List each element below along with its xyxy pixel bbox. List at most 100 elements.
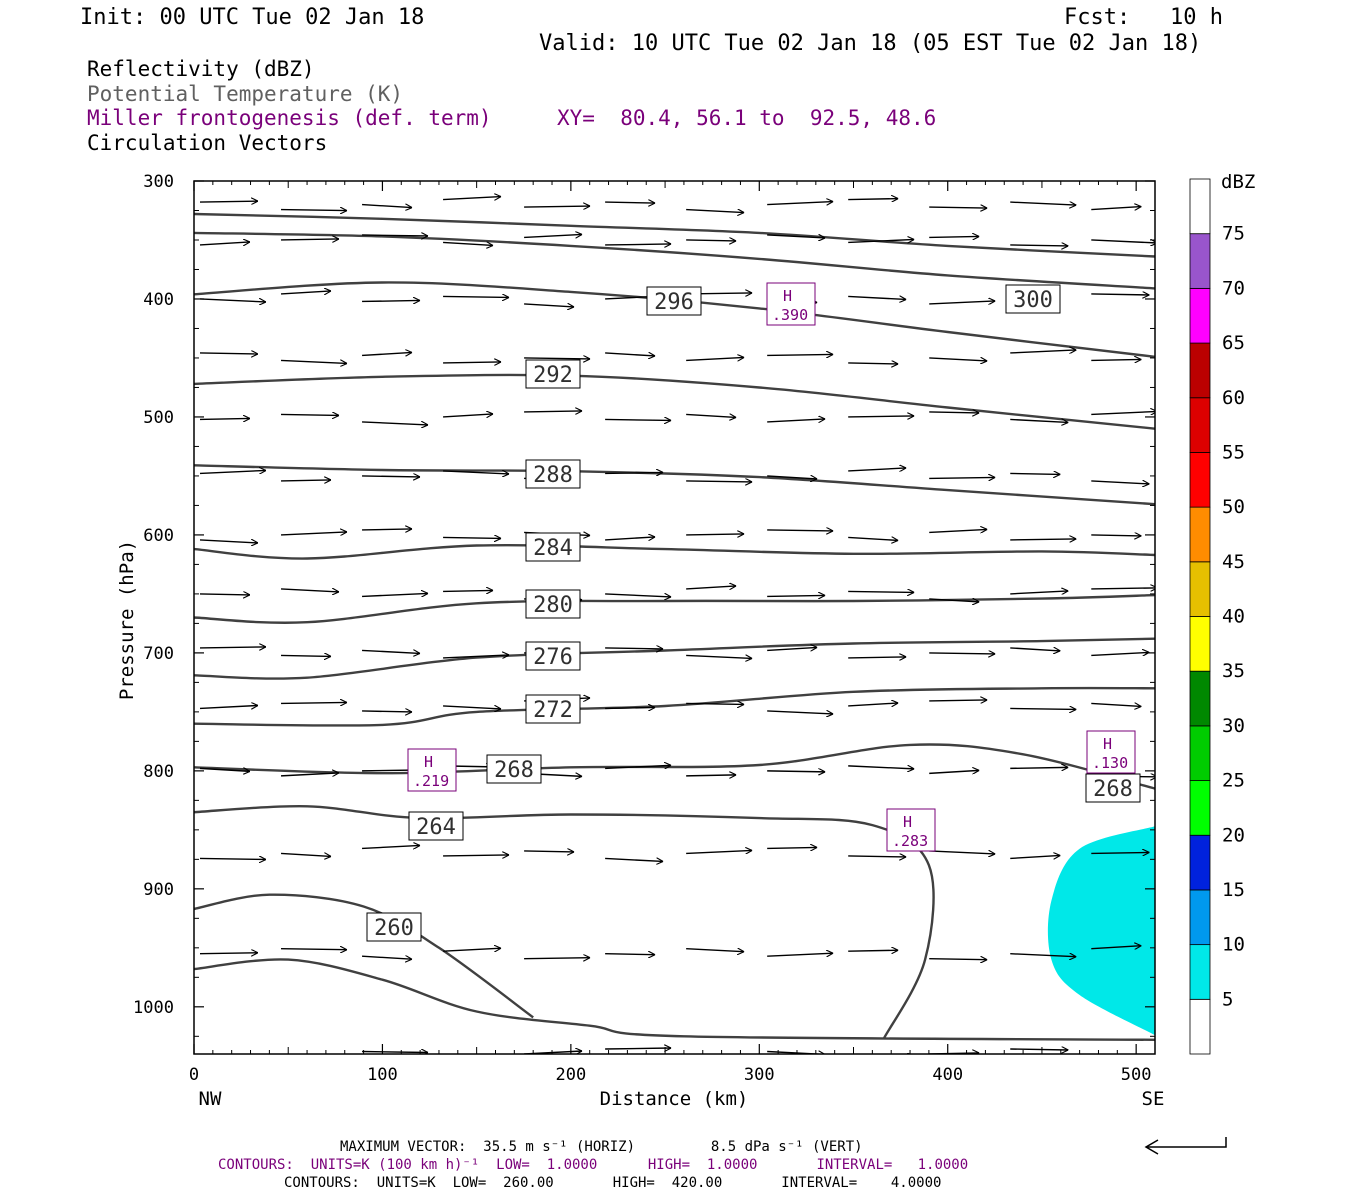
circulation-vector <box>1010 245 1068 246</box>
circulation-vector <box>280 589 339 592</box>
circulation-vector <box>848 296 906 299</box>
circulation-vector <box>362 593 428 596</box>
circulation-vector <box>605 707 655 708</box>
circulation-vector <box>767 530 833 531</box>
y-tick-label: 600 <box>143 526 174 546</box>
circulation-vector <box>767 1052 825 1054</box>
circulation-vector <box>1010 202 1076 205</box>
circulation-vector <box>605 419 671 420</box>
theta-contour-268 <box>194 743 1155 790</box>
plot-frame <box>193 180 1156 1055</box>
colorbar-segment-60 <box>1189 342 1211 399</box>
circulation-vector <box>605 594 671 597</box>
theta-label-300: 300 <box>1005 284 1061 314</box>
circulation-vector <box>1010 648 1060 651</box>
circulation-vector <box>524 304 574 307</box>
circulation-vector <box>1091 588 1155 589</box>
svg-text:.283: .283 <box>892 832 928 850</box>
circulation-vector <box>848 950 898 951</box>
circulation-vector <box>199 953 258 954</box>
circulation-vector <box>281 414 339 415</box>
circulation-vector <box>1091 852 1149 853</box>
circulation-vector <box>1010 855 1060 858</box>
circulation-vector <box>199 858 266 859</box>
circulation-vector <box>443 1059 493 1062</box>
circulation-vector <box>443 537 501 538</box>
circulation-vector <box>443 414 493 417</box>
circulation-vector <box>443 197 501 200</box>
circulation-vector <box>929 207 987 208</box>
circulation-vector <box>524 851 574 852</box>
circulation-vector <box>929 653 995 654</box>
circulation-vector <box>362 529 412 530</box>
colorbar-label: 65 <box>1222 332 1245 354</box>
svg-text:292: 292 <box>533 363 573 388</box>
y-tick-label: 900 <box>143 880 174 900</box>
circulation-vector <box>605 648 663 649</box>
svg-text:272: 272 <box>533 698 573 723</box>
frontogenesis-max-130: H.130 <box>1086 730 1136 774</box>
colorbar-segment-40 <box>1189 561 1211 617</box>
colorbar-segment-65 <box>1189 287 1211 344</box>
theta-contour-272 <box>194 686 1155 727</box>
theta-contour-300 <box>194 212 1155 258</box>
circulation-vector <box>362 845 420 848</box>
circulation-vector <box>929 959 987 960</box>
colorbar-label: 45 <box>1222 551 1245 573</box>
svg-text:264: 264 <box>416 815 456 840</box>
svg-text:260: 260 <box>374 916 414 941</box>
colorbar-segment-35 <box>1189 616 1211 672</box>
circulation-vector <box>848 703 898 706</box>
circulation-vector <box>686 949 744 952</box>
circulation-vector <box>767 953 833 956</box>
circulation-vector <box>848 766 914 769</box>
circulation-vector <box>199 299 266 302</box>
circulation-vector <box>767 595 825 596</box>
circulation-vector <box>929 599 979 602</box>
circulation-vector <box>929 301 995 304</box>
circulation-vector <box>1091 652 1149 655</box>
colorbar-segment-30 <box>1189 670 1211 727</box>
colorbar-label: 55 <box>1222 441 1245 463</box>
theta-contour-284 <box>194 543 1155 560</box>
circulation-vector <box>362 476 420 477</box>
circulation-vector <box>1010 473 1060 474</box>
circulation-vector <box>686 481 752 482</box>
circulation-vector <box>443 948 501 951</box>
colorbar-segment-50 <box>1189 452 1211 508</box>
circulation-vector <box>1091 535 1141 536</box>
circulation-vector <box>524 411 582 412</box>
colorbar-segment-45 <box>1189 506 1211 563</box>
y-tick-label: 700 <box>143 644 174 664</box>
y-tick-label: 1000 <box>133 998 174 1018</box>
circulation-vector <box>848 199 898 200</box>
circulation-vector <box>1091 411 1155 414</box>
circulation-vector <box>848 239 914 242</box>
circulation-vector <box>1091 359 1141 360</box>
circulation-vector <box>281 210 347 211</box>
colorbar-segment-75 <box>1189 178 1211 235</box>
circulation-vector <box>281 702 347 703</box>
colorbar-segment-20 <box>1189 780 1211 836</box>
colorbar-segment-70 <box>1189 233 1211 289</box>
colorbar-label: 20 <box>1222 824 1245 846</box>
circulation-vector <box>199 353 258 354</box>
circulation-vector <box>1091 703 1141 706</box>
svg-text:296: 296 <box>654 290 694 315</box>
svg-text:.390: .390 <box>772 306 808 324</box>
svg-text:H: H <box>903 813 912 831</box>
circulation-vector <box>1010 350 1076 353</box>
circulation-vector <box>280 773 339 776</box>
colorbar-label: 5 <box>1222 988 1233 1010</box>
circulation-vector <box>929 358 987 361</box>
svg-text:268: 268 <box>1093 777 1133 802</box>
circulation-vector <box>362 235 428 236</box>
circulation-vector <box>1091 240 1155 243</box>
x-axis-right-end-label: SE <box>1142 1088 1165 1110</box>
circulation-vector <box>199 201 258 202</box>
forecast-hour: Fcst: 10 h <box>1064 5 1223 30</box>
circulation-vector <box>362 422 428 425</box>
theta-label-260: 260 <box>366 912 422 942</box>
circulation-vector <box>929 851 995 854</box>
